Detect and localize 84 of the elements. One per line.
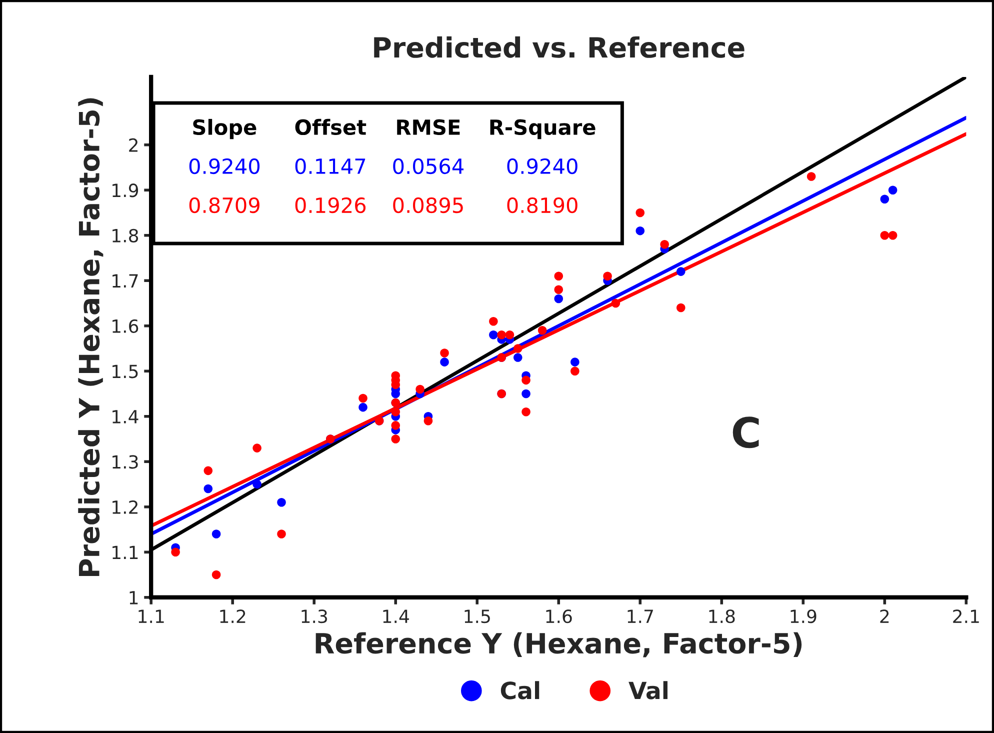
point [277,498,286,507]
point [489,330,498,340]
x-tick-label: 2.1 [953,610,979,623]
point [522,407,530,416]
point [880,194,890,204]
point [538,326,547,335]
x-tick-label: 1.7 [628,610,653,623]
x-tick-label: 1.6 [546,610,572,624]
annotation: 0.1926 [295,197,366,214]
point [489,316,498,326]
point [497,330,506,340]
point [358,402,368,412]
annotation: Slope [193,118,256,140]
annotation: 0.1147 [295,158,366,174]
chart-title: Predicted vs. Reference [374,36,744,58]
y-tick-label: 1.8 [112,228,138,242]
point [554,285,564,294]
x-axis-title: Reference Y (Hexane, Factor-5) [316,632,802,658]
point [611,298,620,308]
x-tick-label: 1.2 [220,610,246,623]
legend-label: Val [628,681,668,700]
point [171,548,180,557]
annotation: 0.0895 [393,197,463,214]
point [513,353,522,362]
legend-label: Cal [500,681,540,700]
point [391,421,400,430]
annotation: C [732,416,759,448]
point [416,384,424,394]
point [806,172,816,181]
point [888,186,898,194]
annotation: RMSE [397,119,460,136]
point [204,484,213,494]
annotation: 0.9240 [189,158,260,174]
point [513,344,522,353]
annotation: Offset [295,118,366,136]
point [212,530,221,538]
y-tick-label: 2 [129,138,138,152]
point [660,240,669,249]
x-tick-label: 1.1 [138,610,164,623]
point [440,348,449,358]
point [252,480,262,489]
y-tick-label: 1.3 [112,455,138,469]
point [522,389,530,398]
point [554,294,564,304]
y-tick-label: 1.1 [112,546,138,559]
point [676,267,686,276]
point [440,358,449,366]
annotation: 0.8709 [189,197,260,214]
y-tick-label: 1.4 [112,410,138,424]
point [424,416,433,426]
annotation: R-Square [490,119,596,140]
point [212,570,221,580]
point [554,272,564,280]
annotation: 0.0564 [393,158,464,174]
point [636,226,645,236]
y-tick-label: 1.2 [112,500,138,514]
point [277,530,286,538]
point [204,466,213,476]
point [252,444,262,452]
point [505,330,514,340]
x-tick-label: 1.3 [302,610,328,624]
y-tick-label: 1.9 [112,184,138,198]
y-tick-label: 1.6 [112,319,138,333]
x-tick-label: 1.5 [464,610,490,624]
y-tick-label: 1.7 [112,274,138,288]
annotation: 0.8190 [507,197,578,214]
x-tick-label: 1.8 [709,610,735,624]
point [888,230,898,240]
point [358,394,368,403]
y-tick-label: 1 [130,591,138,604]
point [522,376,530,385]
y-axis-title: Predicted Y (Hexane, Factor-5) [78,98,104,576]
point [880,230,890,240]
y-tick-label: 1.5 [112,364,138,378]
point [636,208,645,218]
x-tick-label: 1.9 [790,610,816,624]
x-tick-label: 1.4 [383,610,409,623]
point [570,358,580,366]
point [570,366,580,376]
point [603,272,612,280]
annotation: 0.9240 [507,158,578,174]
x-tick-label: 2 [880,610,889,623]
point [391,434,400,444]
point [676,303,686,312]
